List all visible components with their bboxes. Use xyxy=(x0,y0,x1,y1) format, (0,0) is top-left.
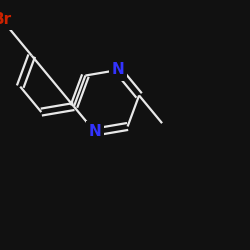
Text: Br: Br xyxy=(0,12,12,27)
Text: N: N xyxy=(112,62,124,78)
Text: N: N xyxy=(88,124,102,140)
